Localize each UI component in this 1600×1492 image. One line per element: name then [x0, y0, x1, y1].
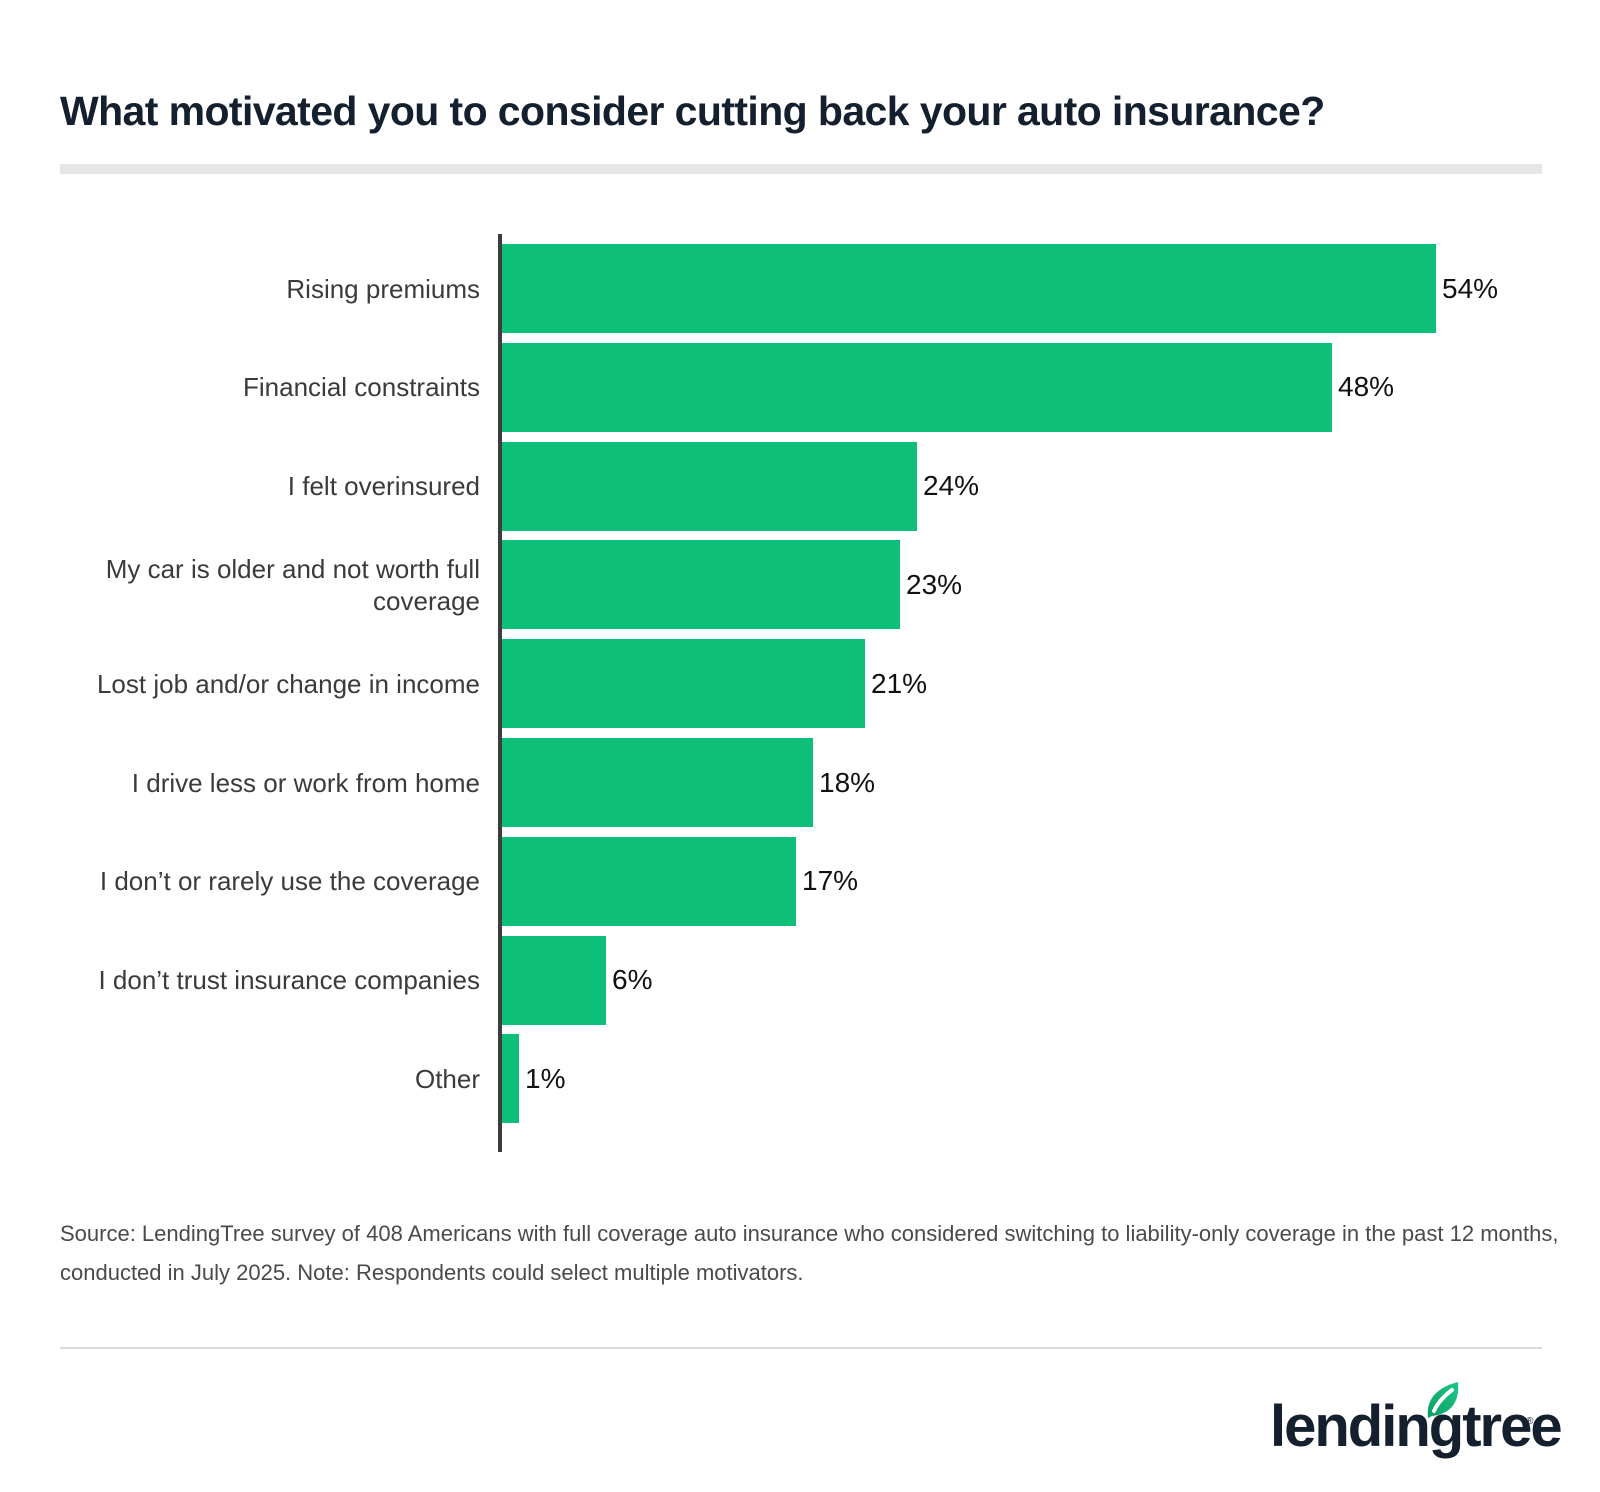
category-label: I don’t trust insurance companies	[98, 965, 480, 996]
bar	[502, 836, 796, 926]
category-label: Lost job and/or change in income	[96, 668, 480, 699]
logo-wordmark: lendingtree	[1270, 1394, 1563, 1459]
category-label: Other	[414, 1063, 480, 1094]
bar	[502, 244, 1436, 333]
source-note: Source: LendingTree survey of 408 Americ…	[60, 1221, 1559, 1285]
bar-row: Other 1%	[0, 1034, 1600, 1124]
value-label: 6%	[612, 964, 653, 996]
bar	[502, 935, 606, 1025]
bar	[502, 639, 865, 729]
lendingtree-logo: lendingtree ®	[1270, 1380, 1563, 1460]
title-divider	[60, 164, 1542, 174]
bar-row: My car is older and not worth full cover…	[0, 540, 1600, 630]
value-label: 21%	[871, 667, 928, 699]
registered-mark: ®	[1526, 1416, 1534, 1427]
value-label: 1%	[525, 1062, 566, 1094]
bar	[502, 441, 917, 531]
bar	[502, 540, 900, 630]
leaf-icon	[1427, 1382, 1459, 1418]
category-label: My car is older and not worth full cover…	[105, 553, 480, 616]
value-label: 48%	[1338, 371, 1395, 403]
category-label: Financial constraints	[243, 372, 480, 403]
bar-row: I don’t trust insurance companies 6%	[0, 935, 1600, 1025]
bar-row: I drive less or work from home 18%	[0, 738, 1600, 827]
value-label: 18%	[819, 766, 876, 798]
category-label: I don’t or rarely use the coverage	[99, 866, 480, 897]
bar-row: I don’t or rarely use the coverage 17%	[0, 836, 1600, 926]
value-label: 23%	[906, 568, 963, 600]
footer-divider	[60, 1347, 1542, 1349]
category-label: Rising premiums	[286, 273, 480, 304]
category-label: I felt overinsured	[287, 471, 480, 502]
y-axis-line	[498, 234, 502, 1152]
chart-title: What motivated you to consider cutting b…	[60, 88, 1325, 134]
value-label: 54%	[1442, 272, 1499, 304]
bar-row: Financial constraints 48%	[0, 342, 1600, 432]
value-label: 24%	[923, 470, 980, 502]
value-label: 17%	[802, 865, 859, 897]
bar-row: Lost job and/or change in income 21%	[0, 639, 1600, 729]
category-label: I drive less or work from home	[131, 767, 480, 798]
bar	[502, 342, 1332, 432]
bar	[502, 1034, 519, 1124]
bar-row: I felt overinsured 24%	[0, 441, 1600, 531]
bar	[502, 738, 813, 827]
bar-row: Rising premiums 54%	[0, 244, 1600, 333]
